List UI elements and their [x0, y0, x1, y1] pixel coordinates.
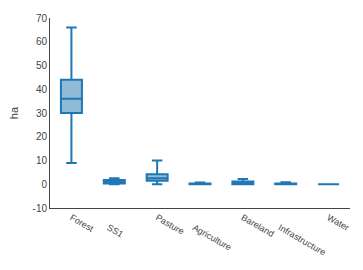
svg-text:-10: -10	[33, 203, 48, 214]
svg-text:SS1: SS1	[105, 222, 125, 239]
svg-text:Infrastructure: Infrastructure	[277, 222, 328, 257]
svg-text:60: 60	[36, 36, 48, 47]
svg-text:20: 20	[36, 131, 48, 142]
svg-text:Forest: Forest	[68, 212, 96, 234]
svg-text:Agriculture: Agriculture	[191, 222, 233, 252]
svg-text:40: 40	[36, 84, 48, 95]
svg-text:ha: ha	[8, 106, 20, 119]
svg-text:Bareland: Bareland	[240, 212, 276, 239]
svg-text:30: 30	[36, 108, 48, 119]
svg-text:0: 0	[41, 179, 47, 190]
svg-text:50: 50	[36, 60, 48, 71]
svg-text:10: 10	[36, 155, 48, 166]
svg-text:Water: Water	[325, 212, 351, 232]
svg-text:Pasture: Pasture	[154, 212, 186, 236]
svg-text:70: 70	[36, 13, 48, 24]
